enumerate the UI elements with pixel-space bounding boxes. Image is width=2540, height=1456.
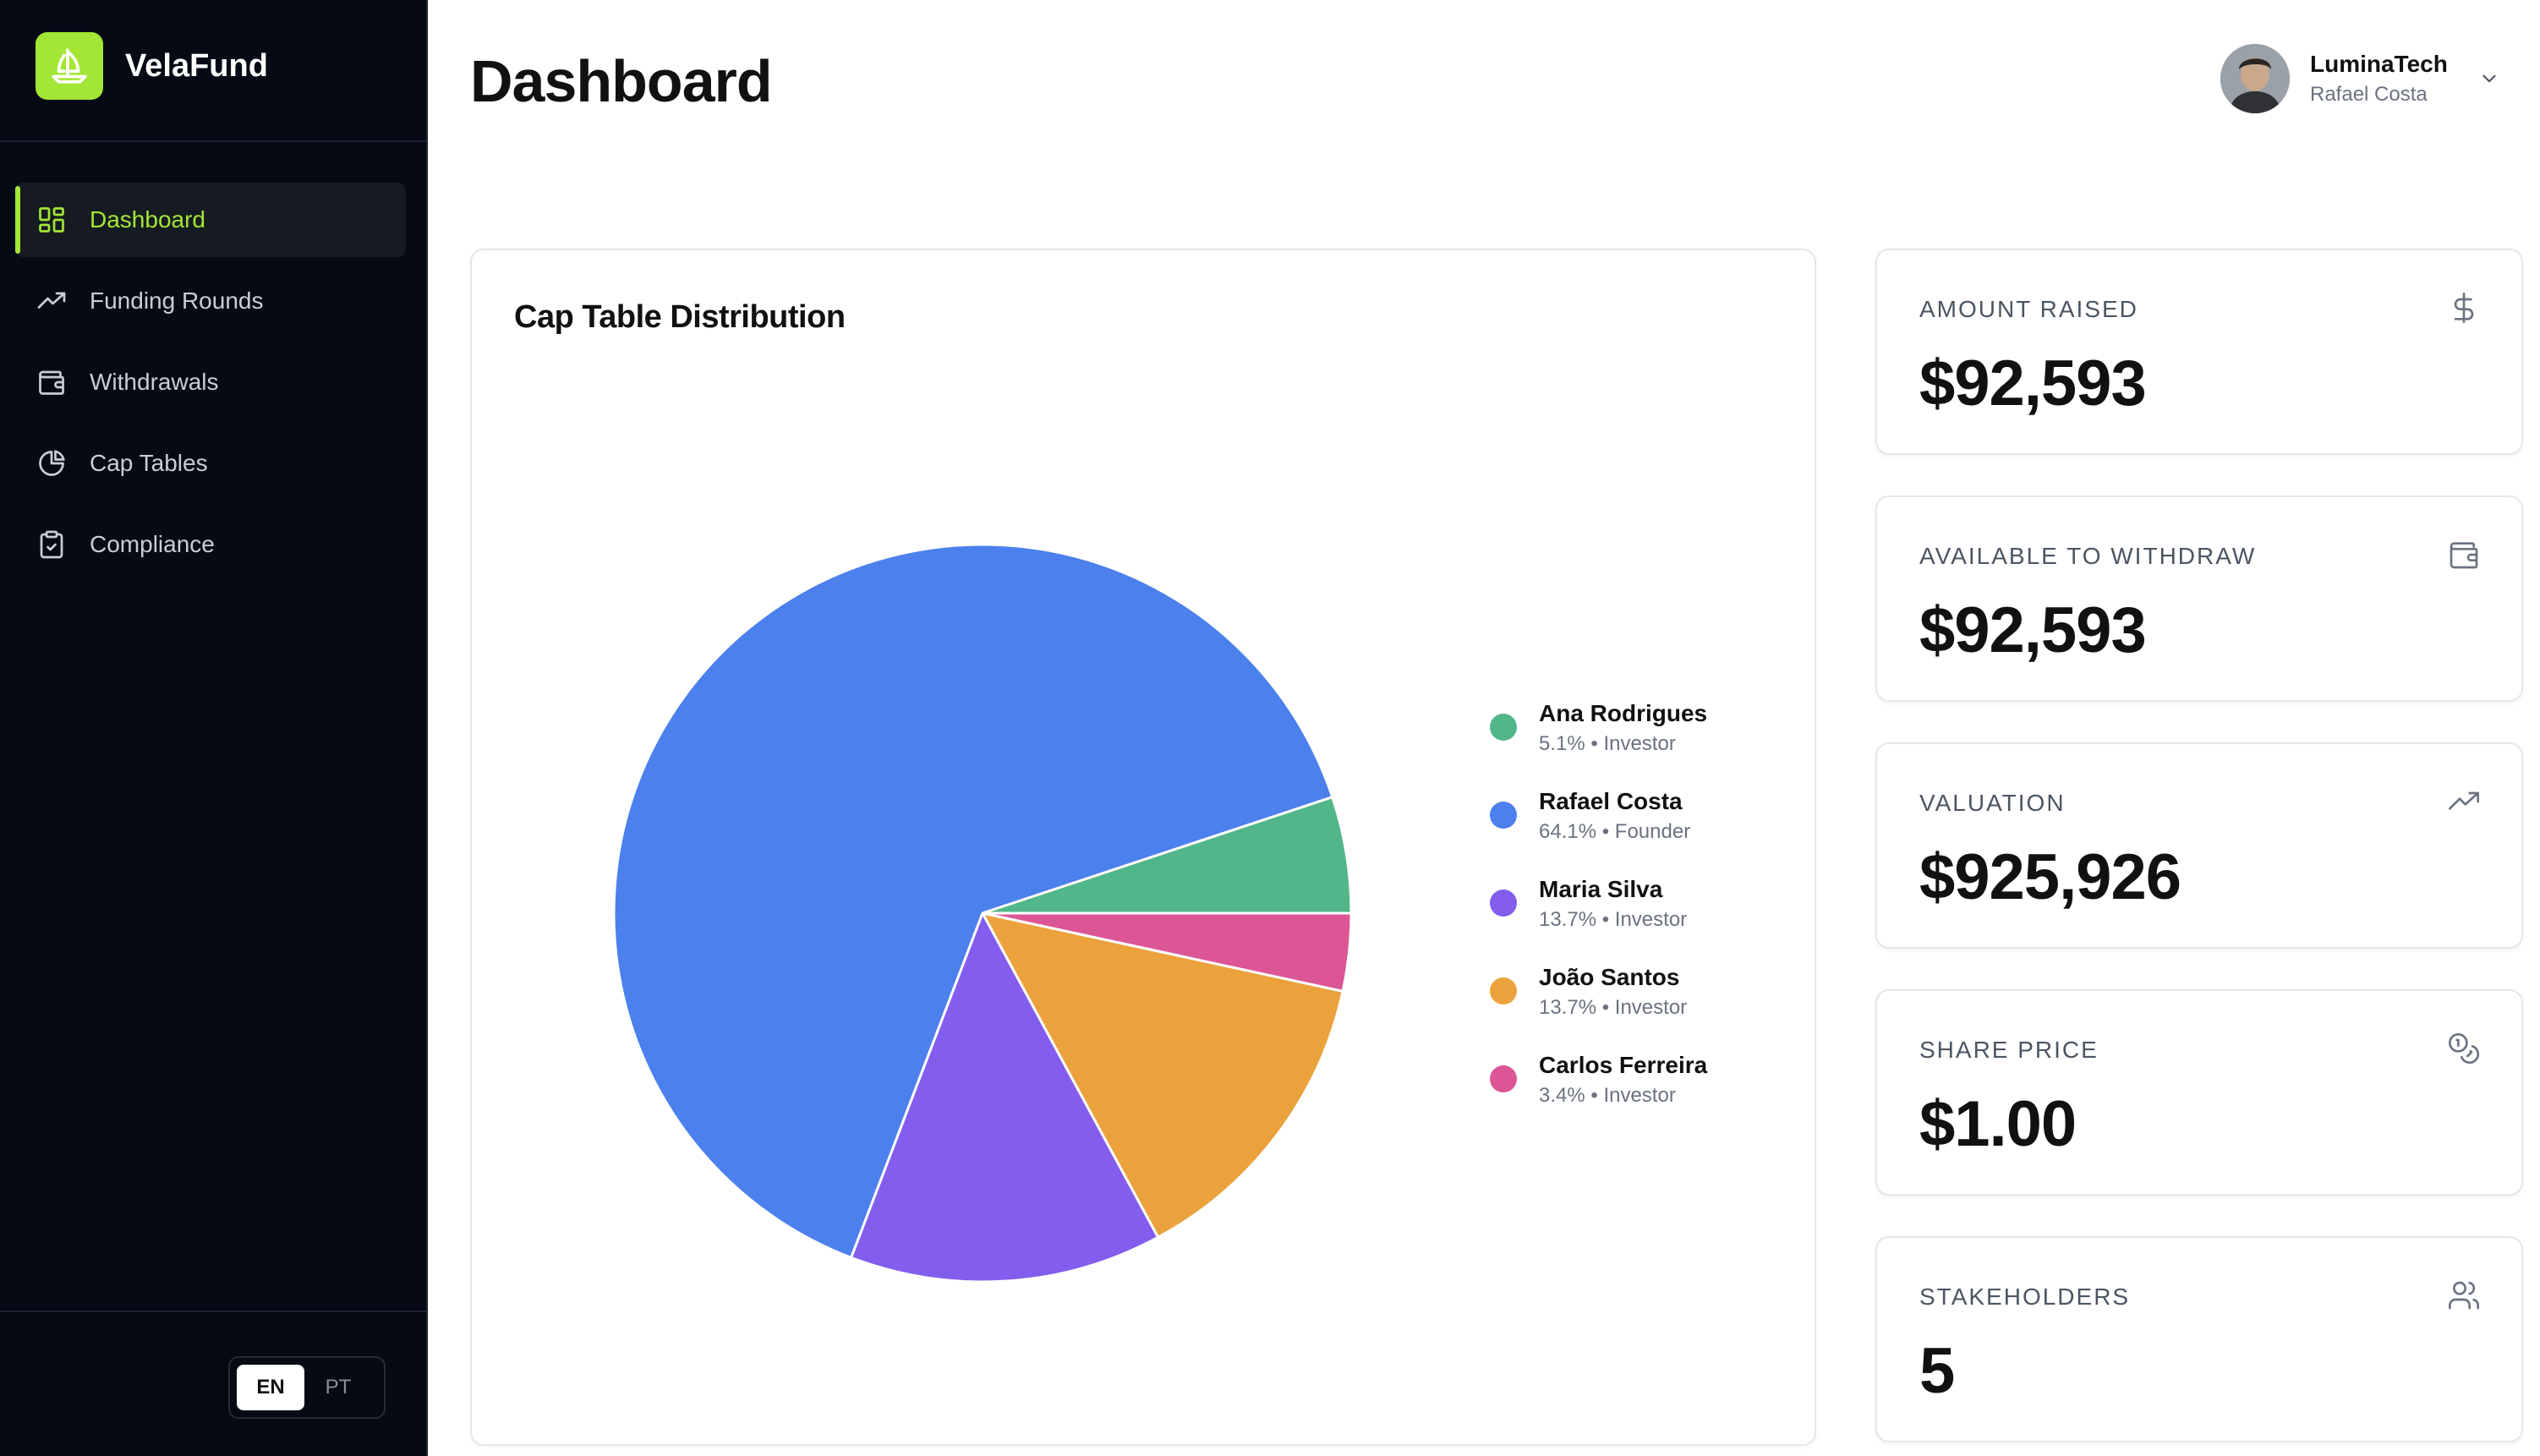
stat-label: VALUATION xyxy=(1919,790,2066,816)
sidebar-item-compliance[interactable]: Compliance xyxy=(15,507,406,582)
legend-item[interactable]: João Santos 13.7% • Investor xyxy=(1490,964,1777,1052)
legend-item[interactable]: Maria Silva 13.7% • Investor xyxy=(1490,876,1777,964)
stat-value: $1.00 xyxy=(1919,1088,2077,1160)
pie-slice-rafael-costa[interactable] xyxy=(612,543,1334,1259)
stat-value: $92,593 xyxy=(1919,594,2147,666)
wallet-icon xyxy=(2445,536,2483,573)
legend-item[interactable]: Ana Rodrigues 5.1% • Investor xyxy=(1490,700,1777,788)
language-en-button[interactable]: EN xyxy=(237,1365,304,1410)
sidebar-item-label: Funding Rounds xyxy=(90,287,264,314)
pie-slice-jo-o-santos[interactable] xyxy=(981,911,1344,1239)
sidebar-nav: Dashboard Funding Rounds Withdrawals xyxy=(15,183,406,588)
user-menu[interactable]: LuminaTech Rafael Costa xyxy=(2220,44,2502,113)
language-pt-button[interactable]: PT xyxy=(325,1376,352,1399)
stat-value: $92,593 xyxy=(1919,348,2147,419)
sidebar-divider xyxy=(0,140,426,142)
users-icon xyxy=(2445,1277,2483,1314)
brand-name: VelaFund xyxy=(125,47,268,84)
stat-label: SHARE PRICE xyxy=(1919,1037,2099,1063)
pie-slice-maria-silva[interactable] xyxy=(850,911,1160,1284)
sidebar-divider xyxy=(0,1311,426,1312)
stat-card-amount-raised: AMOUNT RAISED $92,593 xyxy=(1875,249,2523,455)
sidebar-item-label: Cap Tables xyxy=(90,450,208,476)
wallet-icon xyxy=(36,366,68,398)
dollar-icon xyxy=(2445,289,2483,326)
user-info: LuminaTech Rafael Costa xyxy=(2310,51,2448,107)
chevron-down-icon[interactable] xyxy=(2477,66,2502,91)
legend-name: Ana Rodrigues xyxy=(1539,700,1708,726)
sailboat-icon xyxy=(36,32,103,100)
page-title: Dashboard xyxy=(470,48,773,114)
legend-swatch xyxy=(1490,714,1517,741)
grid-icon xyxy=(36,204,68,236)
brand[interactable]: VelaFund xyxy=(36,32,268,100)
legend-share: 13.7% • Investor xyxy=(1539,996,1688,1019)
legend-item[interactable]: Carlos Ferreira 3.4% • Investor xyxy=(1490,1052,1777,1140)
legend-swatch xyxy=(1490,889,1517,917)
clipboard-check-icon xyxy=(36,528,68,561)
sidebar-item-label: Compliance xyxy=(90,531,215,557)
pie-slice-ana-rodrigues[interactable] xyxy=(981,796,1353,915)
legend-swatch xyxy=(1490,802,1517,829)
chart-legend: Ana Rodrigues 5.1% • Investor Rafael Cos… xyxy=(1490,700,1777,1140)
sidebar: VelaFund Dashboard Funding Rounds xyxy=(0,0,428,1456)
stat-label: STAKEHOLDERS xyxy=(1919,1284,2131,1310)
trending-up-icon xyxy=(36,285,68,317)
legend-swatch xyxy=(1490,977,1517,1004)
stat-value: $925,926 xyxy=(1919,841,2181,913)
legend-share: 64.1% • Founder xyxy=(1539,820,1691,843)
chart-title: Cap Table Distribution xyxy=(514,299,846,335)
cap-table-card: Cap Table Distribution Ana Rodrigues 5.1… xyxy=(470,249,1816,1446)
stat-value: 5 xyxy=(1919,1335,1955,1407)
trending-up-icon xyxy=(2445,783,2483,820)
avatar xyxy=(2220,44,2290,113)
stat-card-available-to-withdraw: AVAILABLE TO WITHDRAW $92,593 xyxy=(1875,495,2523,702)
legend-item[interactable]: Rafael Costa 64.1% • Founder xyxy=(1490,788,1777,876)
pie-chart xyxy=(612,543,1353,1284)
language-switcher: EN PT xyxy=(228,1356,386,1419)
sidebar-item-cap-tables[interactable]: Cap Tables xyxy=(15,426,406,501)
coins-icon xyxy=(2445,1030,2483,1067)
stat-card-share-price: SHARE PRICE $1.00 xyxy=(1875,989,2523,1196)
legend-name: Maria Silva xyxy=(1539,876,1663,902)
sidebar-item-funding-rounds[interactable]: Funding Rounds xyxy=(15,264,406,338)
stat-label: AMOUNT RAISED xyxy=(1919,296,2138,322)
legend-swatch xyxy=(1490,1065,1517,1092)
user-name: Rafael Costa xyxy=(2310,83,2428,106)
stat-card-stakeholders: STAKEHOLDERS 5 xyxy=(1875,1236,2523,1442)
stat-card-valuation: VALUATION $925,926 xyxy=(1875,742,2523,949)
user-company: LuminaTech xyxy=(2310,51,2448,77)
stat-label: AVAILABLE TO WITHDRAW xyxy=(1919,543,2257,569)
legend-share: 3.4% • Investor xyxy=(1539,1084,1676,1107)
legend-share: 13.7% • Investor xyxy=(1539,908,1688,931)
sidebar-item-dashboard[interactable]: Dashboard xyxy=(15,183,406,257)
legend-share: 5.1% • Investor xyxy=(1539,732,1676,755)
sidebar-item-withdrawals[interactable]: Withdrawals xyxy=(15,345,406,419)
sidebar-item-label: Dashboard xyxy=(90,206,205,233)
legend-name: Rafael Costa xyxy=(1539,788,1683,814)
pie-chart-icon xyxy=(36,447,68,479)
legend-name: Carlos Ferreira xyxy=(1539,1052,1708,1078)
sidebar-item-label: Withdrawals xyxy=(90,369,219,395)
legend-name: João Santos xyxy=(1539,964,1680,990)
